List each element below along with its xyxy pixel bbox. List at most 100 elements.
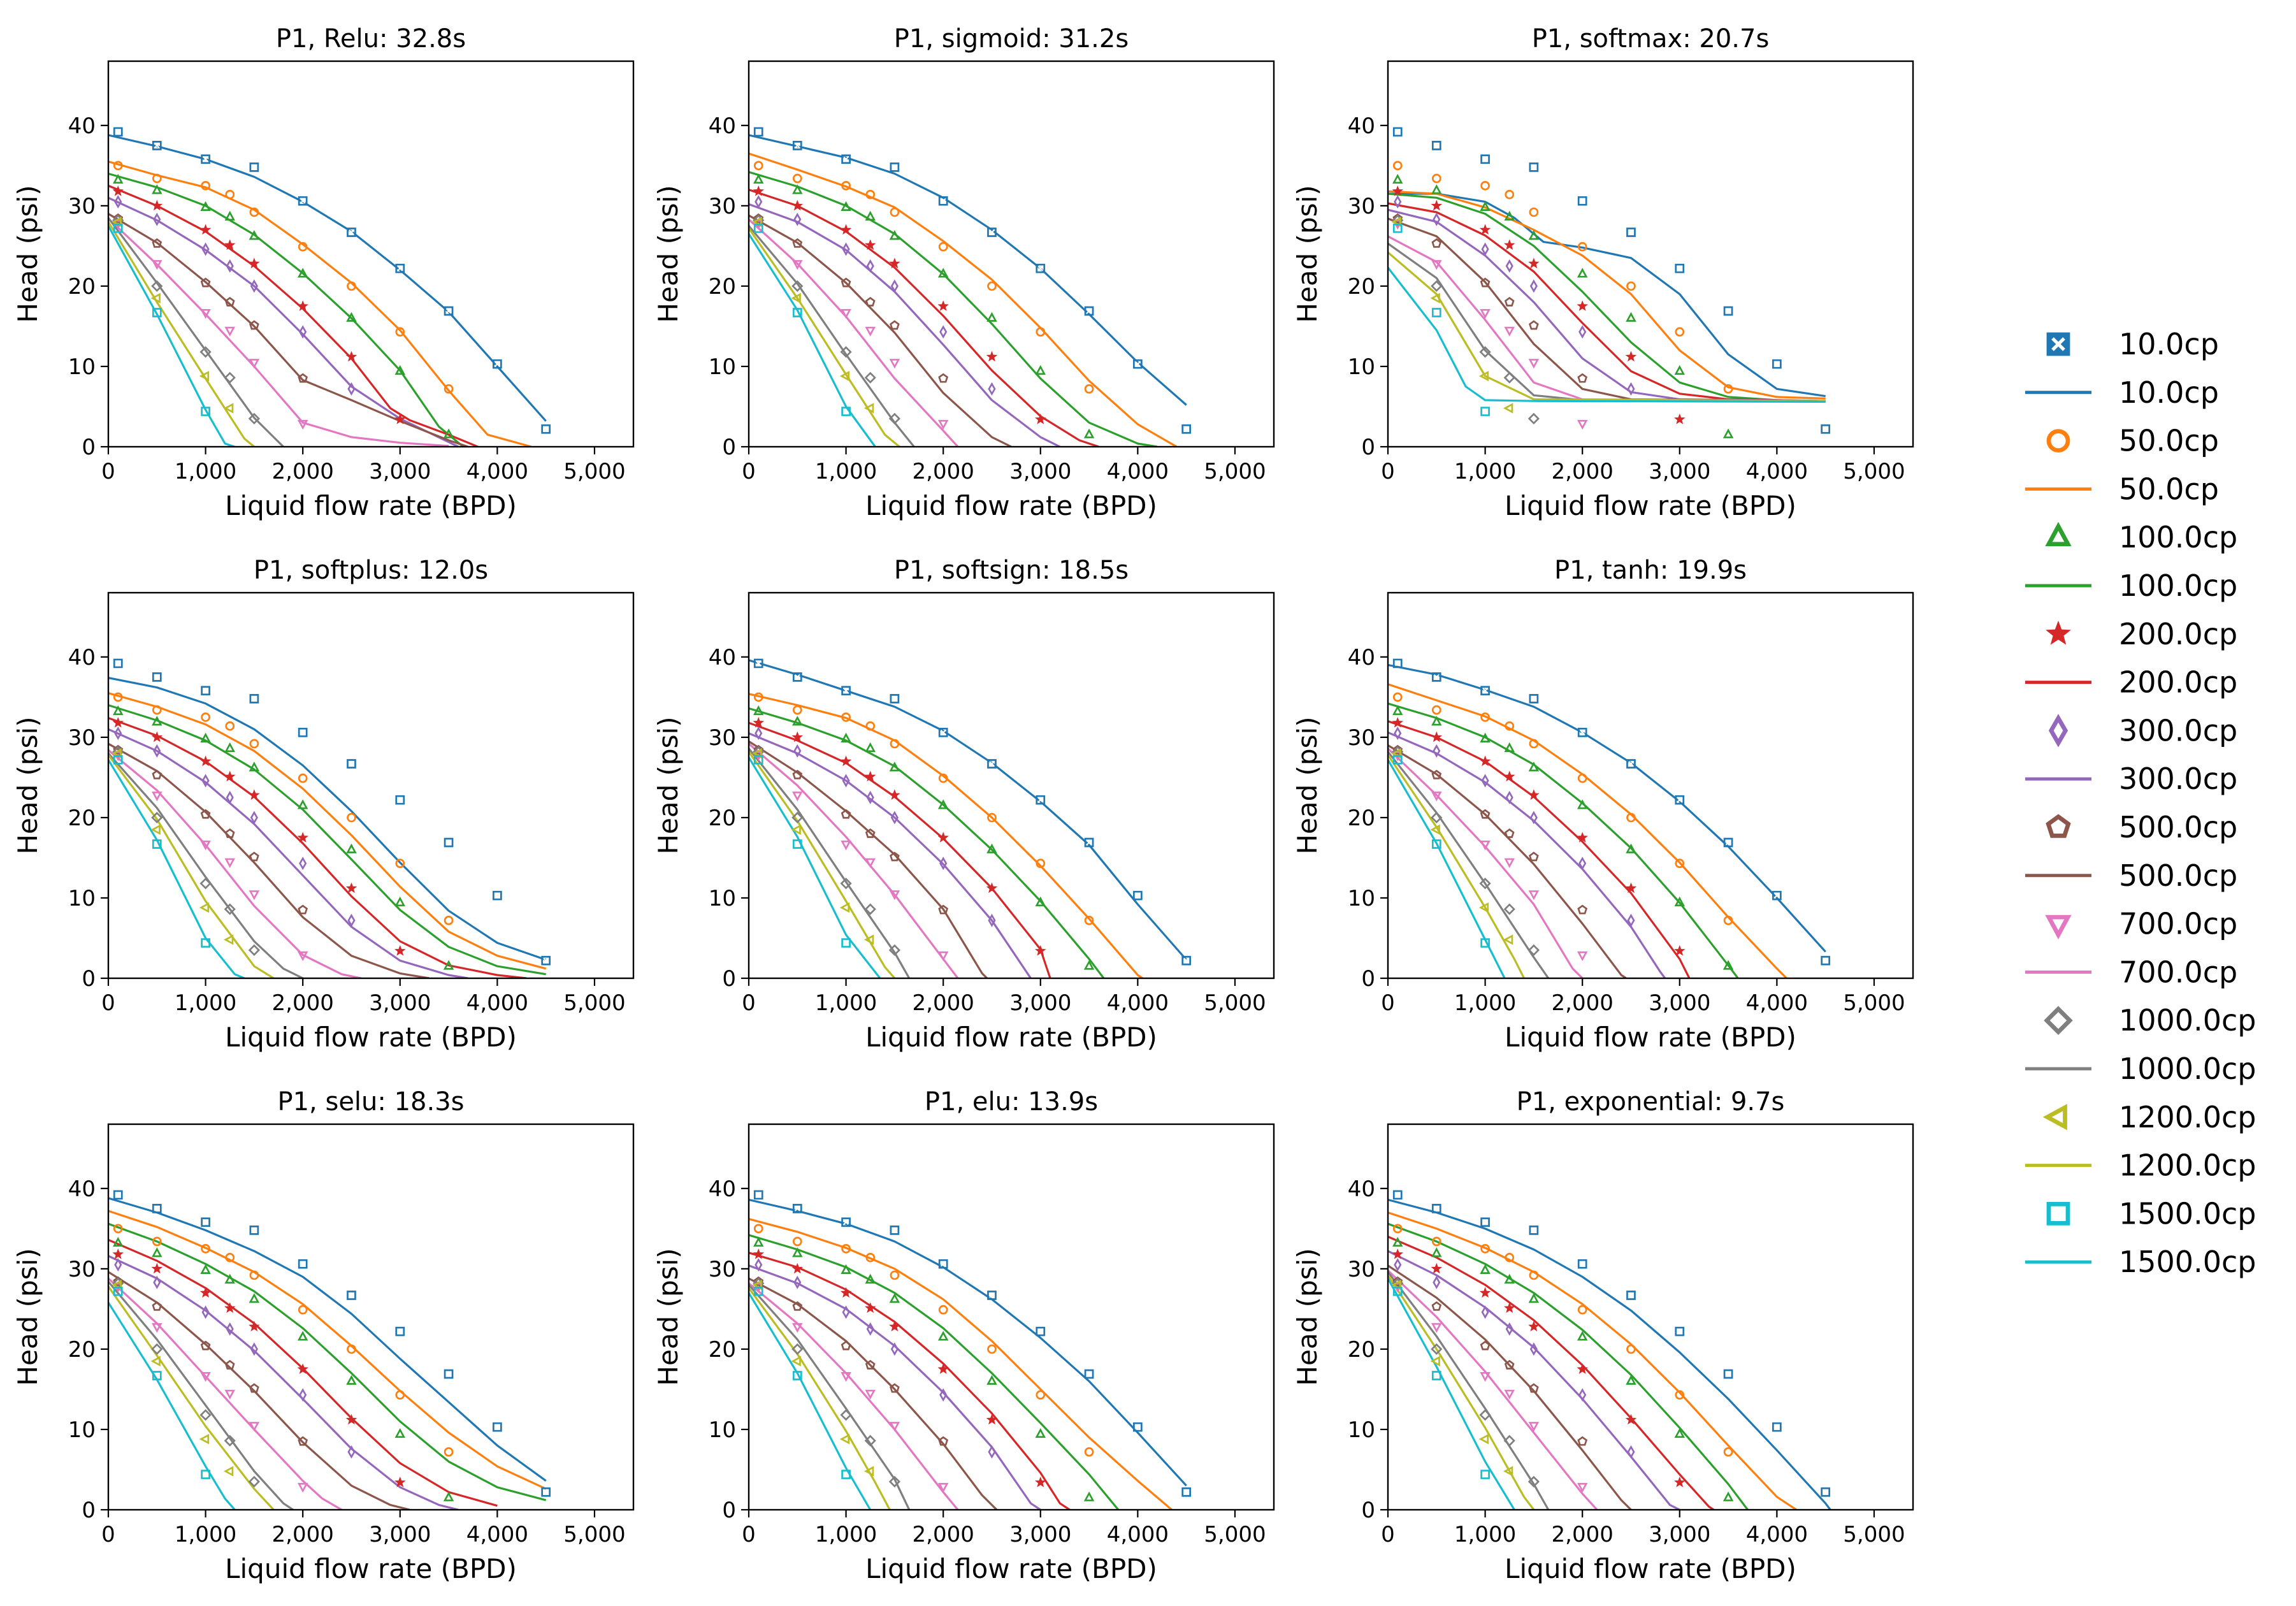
- x-tick-label: 1,000: [175, 459, 236, 484]
- data-point-1200-0cp: [150, 824, 161, 836]
- data-point-10-0cp: [541, 1487, 551, 1497]
- data-point-1200-0cp: [224, 934, 234, 945]
- data-point-10-0cp: [1084, 1369, 1094, 1379]
- data-point-200-0cp: [249, 1320, 260, 1332]
- y-tick-label: 30: [709, 1257, 736, 1282]
- data-point-1500-0cp: [152, 1371, 162, 1380]
- points-50-0cp: [113, 161, 454, 394]
- data-point-300-0cp: [793, 212, 802, 226]
- data-point-200-0cp: [791, 199, 804, 211]
- data-point-50-0cp: [1675, 858, 1685, 869]
- data-point-200-0cp: [1503, 770, 1515, 782]
- data-point-100-0cp: [152, 1247, 162, 1257]
- data-point-100-0cp: [1577, 1331, 1588, 1341]
- curve-1000-0cp: [1388, 1271, 1550, 1510]
- data-point-1500-0cp: [152, 308, 162, 317]
- data-point-10-0cp: [753, 127, 763, 137]
- legend-label: 500.0cp: [2119, 858, 2237, 893]
- data-point-10-0cp-cross: [300, 729, 306, 735]
- points-10-0cp: [753, 127, 1192, 434]
- points-50-0cp: [113, 1224, 454, 1457]
- data-point-10-0cp: [249, 163, 259, 172]
- data-point-1000-0cp: [224, 903, 236, 915]
- data-point-10-0cp-cross: [495, 361, 500, 367]
- data-point-300-0cp: [1529, 811, 1538, 825]
- data-point-200-0cp: [1528, 257, 1540, 269]
- curve-1500-0cp: [749, 233, 876, 447]
- curve-700-0cp: [1388, 1270, 1598, 1510]
- data-point-100-0cp: [986, 312, 997, 322]
- data-point-50-0cp: [347, 1344, 356, 1354]
- plot-area: [749, 658, 1192, 978]
- data-point-50-0cp: [841, 181, 851, 191]
- data-point-200-0cp: [840, 224, 852, 235]
- points-700-0cp: [753, 1283, 949, 1493]
- data-point-10-0cp: [395, 795, 405, 805]
- x-tick-label: 1,000: [815, 459, 877, 484]
- data-point-100-0cp: [249, 230, 260, 240]
- data-point-10-0cp-cross: [1579, 729, 1585, 735]
- data-point-50-0cp: [1577, 242, 1587, 252]
- data-point-500-0cp: [938, 904, 949, 915]
- y-tick-label: 10: [709, 886, 736, 911]
- data-point-50-0cp: [249, 1270, 259, 1280]
- data-point-500-0cp: [298, 1436, 308, 1446]
- legend-entry-1500-0cp-marker: 1500.0cp: [2046, 1196, 2256, 1231]
- legend-entry-200-0cp-marker: 200.0cp: [2046, 617, 2237, 651]
- points-1000-0cp: [753, 1277, 900, 1487]
- data-point-10-0cp-cross: [940, 729, 946, 735]
- data-point-500-0cp: [200, 1340, 211, 1350]
- data-point-10-0cp-cross: [349, 1292, 354, 1298]
- legend-label: 10.0cp: [2119, 327, 2219, 361]
- data-point-50-0cp: [938, 1305, 948, 1315]
- data-point-300-0cp: [347, 382, 356, 396]
- data-point-700-0cp: [1577, 951, 1588, 962]
- curve-500-0cp: [108, 742, 430, 978]
- legend-label: 1500.0cp: [2119, 1196, 2256, 1231]
- data-point-100-0cp: [224, 742, 236, 753]
- data-point-500-0cp: [224, 1359, 235, 1370]
- y-tick-label: 30: [1348, 725, 1375, 751]
- curve-50-0cp: [108, 1210, 547, 1490]
- data-point-100-0cp: [297, 1331, 308, 1341]
- data-point-200-0cp: [394, 413, 406, 424]
- data-point-1000-0cp: [1503, 903, 1515, 915]
- points-200-0cp: [1392, 716, 1686, 956]
- data-point-300-0cp: [153, 212, 161, 226]
- data-point-50-0cp: [1431, 705, 1441, 715]
- y-tick-label: 10: [68, 886, 96, 911]
- data-point-10-0cp-cross: [892, 164, 898, 170]
- y-axis-label: Head (psi): [653, 1248, 684, 1385]
- data-point-1200-0cp: [839, 370, 850, 382]
- x-tick-label: 5,000: [563, 1522, 625, 1547]
- data-point-10-0cp-cross: [843, 156, 849, 163]
- data-point-50-0cp: [1723, 1447, 1733, 1457]
- data-point-500-0cp: [298, 904, 308, 915]
- curve-700-0cp: [749, 219, 959, 447]
- data-point-300-0cp: [226, 259, 234, 273]
- curve-1000-0cp: [108, 1280, 294, 1510]
- points-500-0cp: [753, 213, 949, 383]
- data-point-1500-0cp: [753, 223, 763, 233]
- points-200-0cp: [112, 185, 406, 424]
- data-point-10-0cp: [541, 424, 551, 434]
- data-point-100-0cp: [443, 1491, 454, 1501]
- x-tick-label: 1,000: [175, 1522, 236, 1547]
- x-tick-label: 0: [1381, 990, 1395, 1016]
- data-point-10-0cp: [1392, 658, 1403, 669]
- data-point-300-0cp: [793, 744, 802, 758]
- data-point-1000-0cp: [888, 412, 900, 424]
- axes-frame: [1387, 1123, 1914, 1511]
- data-point-10-0cp: [201, 1217, 210, 1227]
- data-point-1500-0cp: [113, 223, 123, 233]
- data-point-1000-0cp: [151, 811, 163, 824]
- data-point-10-0cp-cross: [397, 797, 403, 803]
- points-50-0cp: [113, 692, 454, 925]
- data-point-10-0cp: [152, 140, 162, 150]
- points-1200-0cp: [112, 216, 234, 414]
- data-point-1000-0cp: [224, 1435, 236, 1447]
- legend-label: 300.0cp: [2119, 713, 2237, 748]
- points-500-0cp: [753, 744, 949, 915]
- data-point-10-0cp-cross: [755, 660, 762, 667]
- curve-300-0cp: [108, 728, 468, 978]
